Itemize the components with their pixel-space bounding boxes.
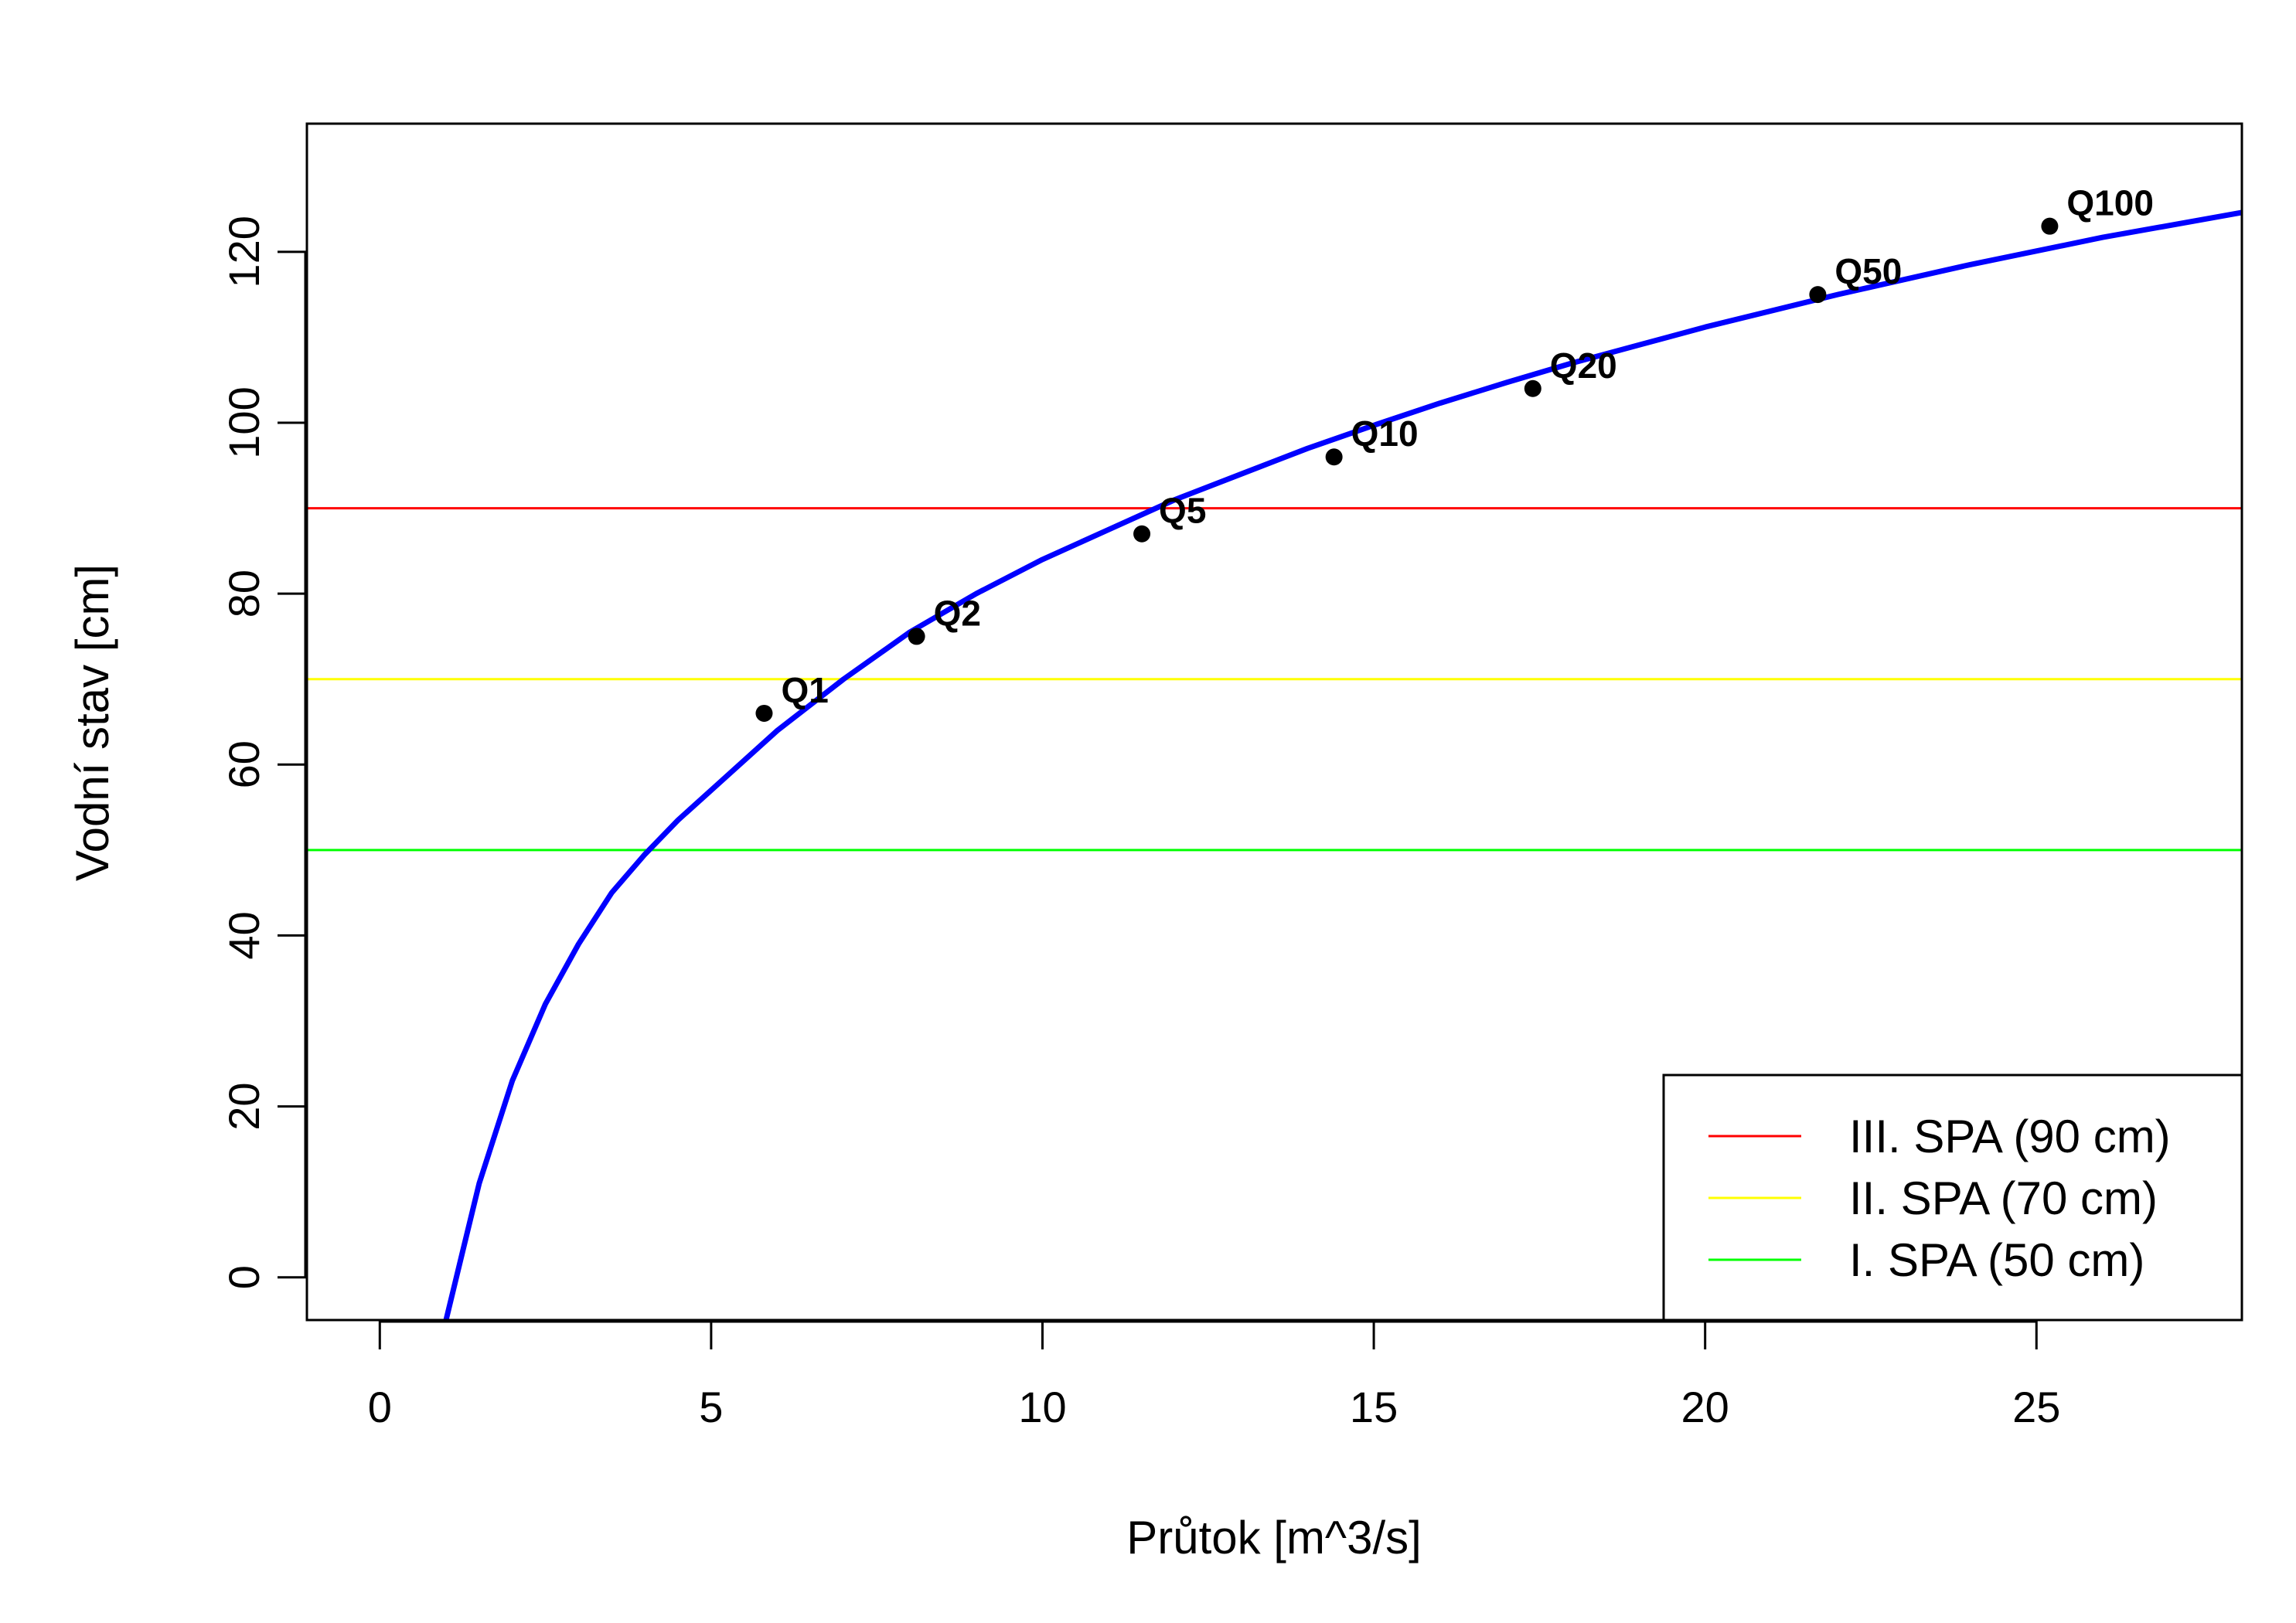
point-q10: [1325, 448, 1343, 466]
y-tick-label: 40: [220, 911, 268, 959]
point-label-q50: Q50: [1834, 251, 1902, 291]
y-tick-label: 0: [220, 1265, 268, 1289]
point-q50: [1809, 286, 1827, 304]
y-axis-title: Vodní stav [cm]: [66, 564, 118, 881]
point-label-q10: Q10: [1351, 413, 1419, 454]
y-tick-label: 20: [220, 1082, 268, 1130]
data-points: Q1 Q2 Q5 Q10 Q20 Q50 Q100: [755, 183, 2154, 722]
point-label-q20: Q20: [1550, 345, 1617, 386]
x-axis-title: Průtok [m^3/s]: [1126, 1512, 1422, 1563]
point-q100: [2041, 217, 2059, 235]
legend-label-3: I. SPA (50 cm): [1849, 1234, 2144, 1286]
point-label-q1: Q1: [781, 670, 828, 710]
x-tick-label: 15: [1350, 1383, 1398, 1431]
y-tick-label: 60: [220, 740, 268, 788]
x-tick-label: 5: [699, 1383, 723, 1431]
x-tick-label: 20: [1681, 1383, 1729, 1431]
point-q1: [755, 704, 773, 722]
point-q20: [1524, 379, 1541, 397]
legend-label-2: II. SPA (70 cm): [1849, 1172, 2158, 1224]
rating-curve-layer: [443, 209, 2242, 1320]
point-label-q5: Q5: [1159, 491, 1206, 531]
point-label-q100: Q100: [2066, 183, 2154, 223]
point-label-q2: Q2: [934, 593, 981, 633]
legend-label-1: III. SPA (90 cm): [1849, 1111, 2171, 1162]
x-tick-label: 25: [2012, 1383, 2060, 1431]
threshold-lines: [307, 507, 2242, 852]
plot-frame: [305, 122, 2243, 1322]
y-tick-label: 120: [220, 216, 268, 288]
y-tick-label: 80: [220, 570, 268, 618]
y-tick-label: 100: [220, 386, 268, 458]
x-tick-label: 0: [368, 1383, 392, 1431]
point-q5: [1133, 525, 1151, 543]
legend: III. SPA (90 cm) II. SPA (70 cm) I. SPA (5…: [1662, 1073, 2243, 1322]
rating-curve: [443, 209, 2242, 1320]
point-q2: [908, 628, 925, 645]
x-tick-label: 10: [1018, 1383, 1066, 1431]
x-axis: 0 5 10 15 20 25: [368, 1320, 2060, 1431]
y-axis: 0 20 40 60 80 100 120: [220, 216, 307, 1289]
